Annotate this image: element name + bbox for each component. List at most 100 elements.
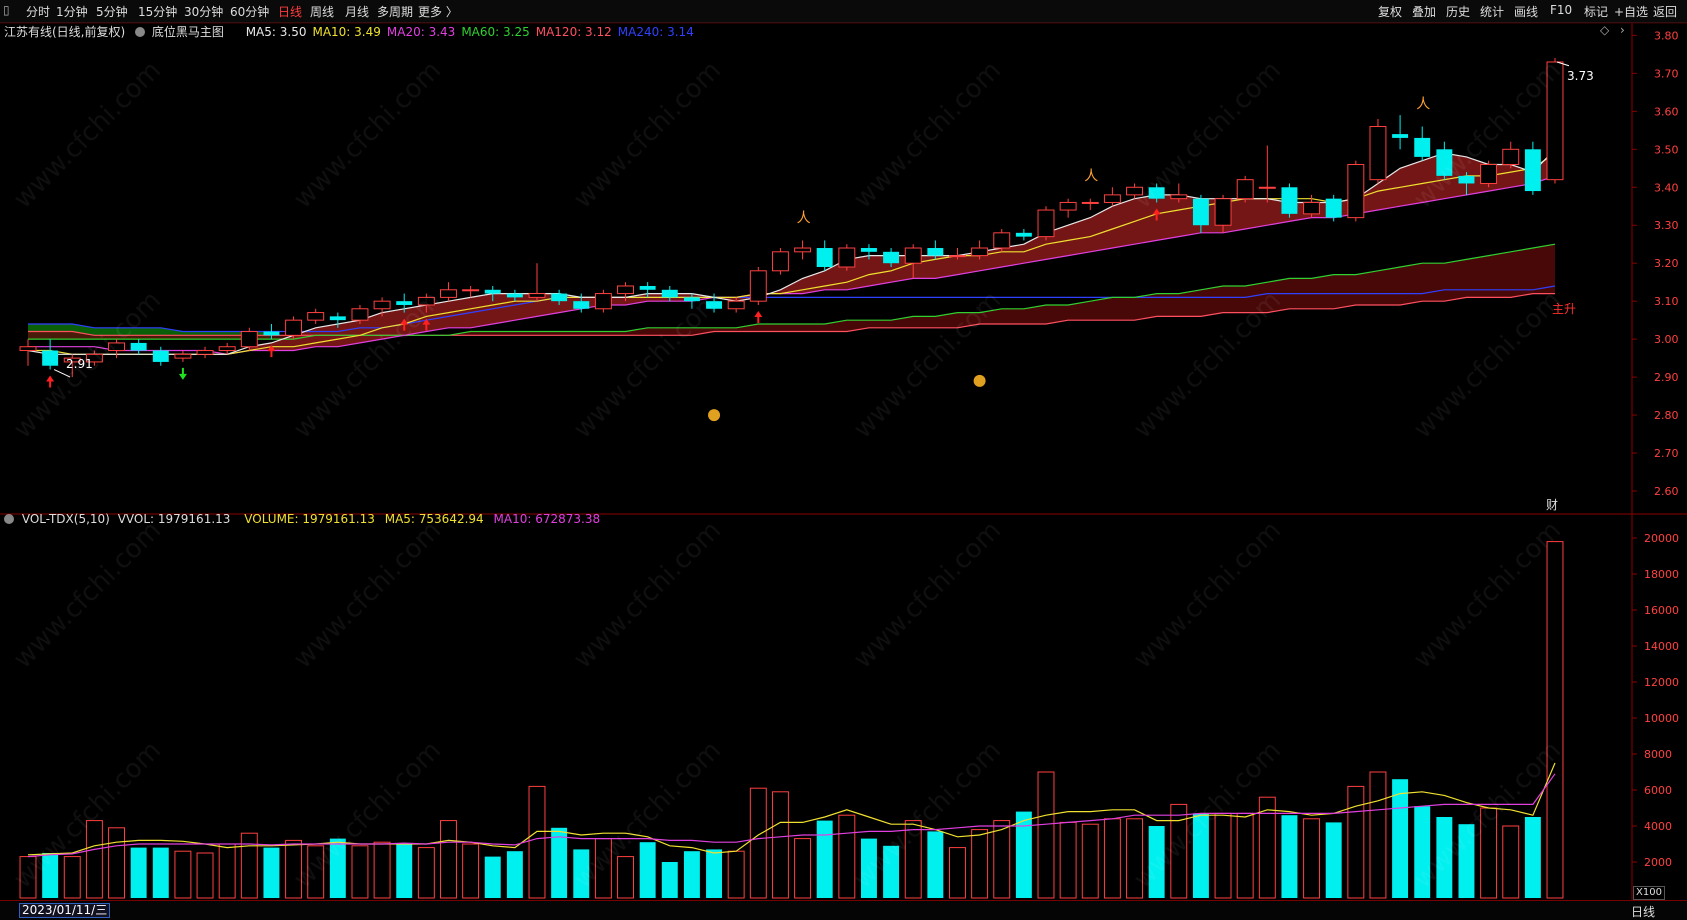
zhusheng-label: 主升: [1552, 302, 1577, 316]
volume-bar-down: [1015, 811, 1032, 898]
candle-body-up: [1103, 194, 1121, 203]
buy-arrow-icon: [422, 318, 431, 331]
tool-button-5[interactable]: F10: [1550, 3, 1573, 17]
candle-body-down: [1281, 187, 1298, 214]
trend-band: [28, 244, 1555, 340]
volume-bar-up: [218, 843, 236, 899]
candle-body-down: [329, 316, 346, 321]
period-tab-5[interactable]: 60分钟: [230, 5, 270, 19]
tool-button-8[interactable]: 返回: [1653, 5, 1678, 19]
tool-button-1[interactable]: 叠加: [1412, 5, 1437, 19]
ma-legend-1: MA10: 3.49: [312, 25, 381, 39]
candle-body-up: [993, 232, 1011, 249]
price-tick-label: 3.20: [1654, 257, 1679, 270]
vol-indicator-name[interactable]: VOL-TDX(5,10): [21, 512, 110, 526]
volume-value: VOLUME: 1979161.13: [244, 512, 375, 526]
vol-toggle-icon[interactable]: [4, 514, 14, 524]
volume-bar-up: [307, 845, 325, 899]
volume-bar-up: [1303, 818, 1321, 899]
volume-bar-down: [573, 849, 590, 898]
price-tick-label: 2.80: [1654, 409, 1679, 422]
tool-button-7[interactable]: +自选: [1614, 5, 1649, 19]
finance-label[interactable]: 财: [1546, 498, 1559, 512]
period-tab-2[interactable]: 5分钟: [96, 5, 128, 19]
candle-body-down: [130, 342, 147, 351]
candle-body-down: [1414, 137, 1431, 157]
tool-button-2[interactable]: 历史: [1446, 5, 1471, 19]
runner-icon: 人: [1416, 97, 1430, 113]
volume-bar-up: [771, 791, 789, 899]
candle-body-up: [1258, 186, 1276, 189]
vol-ma10-value: MA10: 672873.38: [493, 512, 601, 526]
vol-ma10-line: [27, 773, 1556, 858]
chevron-right-icon[interactable]: ›: [1620, 23, 1625, 37]
period-tab-3[interactable]: 15分钟: [138, 5, 178, 19]
vol-legend: VOL-TDX(5,10) VVOL: 1979161.13 VOLUME: 1…: [4, 512, 600, 526]
price-tick-label: 2.70: [1654, 447, 1679, 460]
period-tab-0[interactable]: 分时: [26, 5, 51, 19]
candle-body-up: [351, 308, 369, 321]
period-tab-7[interactable]: 周线: [310, 5, 335, 19]
period-toolbar: ▯ 分时 1分钟 5分钟 15分钟 30分钟 60分钟 日线 周线 月线 多周期 更多 〉 复权 叠加…: [0, 0, 1687, 23]
period-tab-9[interactable]: 多周期: [377, 5, 414, 19]
volume-bar-up: [794, 838, 812, 899]
candle-body-up: [19, 346, 37, 352]
candle-body-up: [85, 353, 103, 363]
volume-bar-down: [683, 851, 700, 898]
diamond-icon[interactable]: ◇: [1600, 23, 1610, 37]
tool-button-4[interactable]: 画线: [1514, 5, 1539, 19]
volume-bar-up: [1214, 812, 1232, 899]
candle-body-up: [904, 247, 922, 264]
ma-legend-3: MA60: 3.25: [461, 25, 530, 39]
period-tab-1[interactable]: 1分钟: [56, 5, 88, 19]
volume-bar-up: [1236, 812, 1254, 899]
volume-bar-up: [1081, 823, 1099, 899]
period-label[interactable]: 日线: [1631, 905, 1656, 919]
period-tab-8[interactable]: 月线: [345, 5, 370, 19]
candle-body-down: [706, 301, 723, 309]
menu-icon[interactable]: ▯: [3, 3, 10, 17]
period-tab-4[interactable]: 30分钟: [184, 5, 224, 19]
sell-arrow-icon: [178, 367, 187, 380]
candle-body-up: [1126, 186, 1143, 196]
candle-body-up: [617, 285, 634, 295]
volume-bar-up: [462, 843, 480, 899]
tool-button-0[interactable]: 复权: [1378, 5, 1403, 19]
indicator-name[interactable]: 底位黑马主图: [151, 25, 224, 39]
tool-button-6[interactable]: 标记: [1584, 5, 1609, 19]
volume-bar-up: [63, 856, 81, 899]
low-price-label: 2.91: [66, 357, 93, 371]
candle-body-up: [838, 247, 856, 268]
high-price-label: 3.73: [1567, 69, 1594, 83]
candle-body-down: [1015, 232, 1032, 237]
volume-bar-up: [1480, 807, 1498, 899]
candle-body-down: [1192, 198, 1209, 226]
volume-bar-down: [1436, 817, 1453, 898]
candle-body-up: [1059, 201, 1077, 211]
candle-body-up: [528, 293, 546, 298]
vol-tick-label: 16000: [1644, 604, 1679, 617]
volume-bar-down: [1458, 824, 1475, 898]
volume-bar-down: [706, 849, 723, 898]
volume-bar-down: [1281, 815, 1298, 898]
price-tick-label: 3.10: [1654, 295, 1679, 308]
volume-bar-up: [373, 841, 391, 899]
volume-bar-down: [1148, 826, 1165, 898]
candle-body-down: [263, 331, 280, 336]
period-tab-6[interactable]: 日线: [278, 5, 303, 19]
volume-bar-up: [240, 832, 258, 899]
volume-bar-up: [993, 820, 1011, 899]
volume-bar-up: [1258, 796, 1276, 899]
volume-bar-down: [130, 847, 147, 898]
money-bag-icon: [708, 409, 721, 422]
candle-body-up: [771, 251, 789, 272]
indicator-toggle-icon[interactable]: [135, 27, 146, 37]
candle-body-up: [971, 247, 989, 257]
tool-button-3[interactable]: 统计: [1480, 5, 1505, 19]
candle-body-up: [373, 300, 391, 310]
period-tab-10[interactable]: 更多 〉: [418, 5, 458, 19]
volume-bar-up: [196, 852, 214, 899]
volume-bar-up: [417, 847, 435, 899]
candle-body-up: [594, 293, 612, 310]
